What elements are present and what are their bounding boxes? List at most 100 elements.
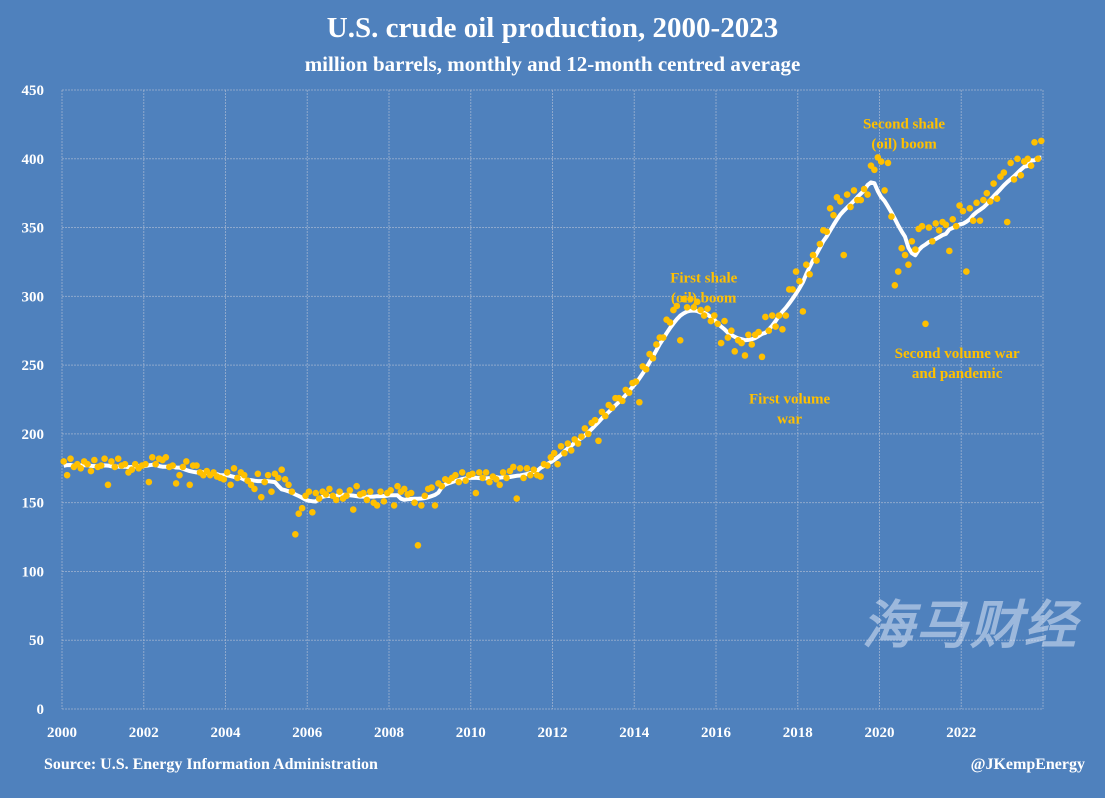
x-tick-label: 2022 xyxy=(946,725,976,741)
monthly-point xyxy=(527,471,534,479)
monthly-point xyxy=(721,317,728,325)
monthly-point xyxy=(826,204,834,212)
monthly-point xyxy=(377,488,384,495)
author-handle: @JKempEnergy xyxy=(970,756,1085,773)
monthly-point xyxy=(366,488,374,495)
monthly-point xyxy=(380,497,388,505)
monthly-point xyxy=(401,485,408,493)
monthly-point xyxy=(544,462,551,469)
monthly-point xyxy=(326,485,333,493)
monthly-point xyxy=(172,480,180,487)
monthly-point xyxy=(564,440,572,447)
monthly-point xyxy=(717,339,725,347)
monthly-point xyxy=(714,320,722,328)
monthly-point xyxy=(697,306,704,314)
monthly-point xyxy=(336,488,343,495)
monthly-point xyxy=(84,460,91,468)
monthly-point xyxy=(905,261,912,268)
monthly-point xyxy=(537,473,544,480)
monthly-point xyxy=(707,317,715,325)
monthly-point xyxy=(860,185,868,193)
monthly-point xyxy=(492,475,500,483)
monthly-point xyxy=(980,196,987,204)
monthly-point xyxy=(240,471,248,479)
monthly-point xyxy=(973,199,980,207)
monthly-point xyxy=(421,492,429,500)
monthly-point xyxy=(949,216,957,223)
x-tick-label: 2014 xyxy=(619,725,650,741)
monthly-point xyxy=(619,397,626,405)
monthly-point xyxy=(976,217,984,224)
monthly-point xyxy=(901,251,909,259)
monthly-point xyxy=(779,326,786,333)
monthly-point xyxy=(993,195,1001,202)
monthly-point xyxy=(963,268,970,275)
monthly-point xyxy=(373,502,381,509)
monthly-point xyxy=(479,474,486,482)
monthly-point xyxy=(653,341,660,348)
monthly-point xyxy=(1000,169,1008,176)
monthly-point xyxy=(762,313,769,321)
monthly-point xyxy=(390,502,398,509)
monthly-point xyxy=(595,437,602,445)
monthly-point xyxy=(823,228,831,235)
monthly-point xyxy=(693,298,701,306)
monthly-point xyxy=(428,484,435,491)
monthly-point xyxy=(315,495,323,502)
x-tick-label: 2000 xyxy=(47,725,77,741)
y-tick-label: 300 xyxy=(22,289,45,305)
monthly-point xyxy=(77,464,85,472)
y-tick-label: 150 xyxy=(22,496,45,512)
monthly-point xyxy=(179,463,187,471)
monthly-point xyxy=(288,488,296,495)
monthly-point xyxy=(438,482,446,490)
monthly-point xyxy=(959,207,967,215)
monthly-point xyxy=(581,425,589,432)
monthly-point xyxy=(952,222,960,230)
chart-title: U.S. crude oil production, 2000-2023 xyxy=(326,12,779,44)
monthly-point xyxy=(871,166,878,174)
x-tick-label: 2016 xyxy=(701,725,732,741)
annotation-label: First shale xyxy=(670,271,737,287)
monthly-point xyxy=(1017,171,1025,179)
y-tick-label: 350 xyxy=(22,221,45,237)
monthly-point xyxy=(673,302,681,310)
monthly-point xyxy=(162,453,170,461)
monthly-point xyxy=(343,492,350,500)
monthly-point xyxy=(220,475,228,483)
monthly-point xyxy=(183,458,190,465)
monthly-point xyxy=(690,304,698,311)
monthly-point xyxy=(584,430,592,438)
monthly-point xyxy=(574,440,582,447)
monthly-point xyxy=(956,202,963,209)
monthly-point xyxy=(813,257,820,264)
monthly-point xyxy=(796,277,803,285)
chart-subtitle: million barrels, monthly and 12-month ce… xyxy=(304,52,801,76)
monthly-point xyxy=(946,247,953,255)
monthly-point xyxy=(877,158,885,165)
monthly-point xyxy=(758,353,766,361)
monthly-point xyxy=(418,502,425,509)
monthly-point xyxy=(748,341,756,348)
monthly-point xyxy=(268,488,275,495)
monthly-point xyxy=(666,319,674,326)
monthly-point xyxy=(847,203,854,211)
monthly-point xyxy=(510,463,517,471)
monthly-point xyxy=(649,354,657,362)
monthly-point xyxy=(1034,155,1042,163)
monthly-point xyxy=(91,456,98,464)
monthly-point xyxy=(264,471,272,479)
monthly-point xyxy=(741,352,749,359)
monthly-point xyxy=(295,510,303,517)
monthly-point xyxy=(462,477,469,484)
monthly-point xyxy=(230,464,238,472)
monthly-point xyxy=(278,466,286,473)
monthly-point xyxy=(254,470,262,478)
monthly-point xyxy=(578,433,585,440)
annotation-label: war xyxy=(777,412,802,428)
monthly-point xyxy=(772,323,779,330)
monthly-point xyxy=(557,442,565,450)
source-note: Source: U.S. Energy Information Administ… xyxy=(44,756,378,773)
monthly-point xyxy=(830,211,837,219)
monthly-point xyxy=(394,482,401,490)
